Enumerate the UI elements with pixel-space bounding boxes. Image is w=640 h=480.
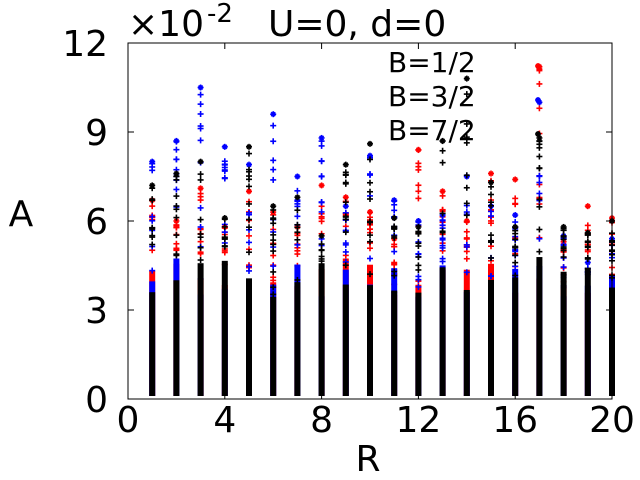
point-max-1-10 [391, 197, 398, 204]
legend-label-0: B=1/2 [388, 46, 476, 79]
x-axis-label: R [355, 439, 380, 480]
point-max-1-7 [318, 134, 325, 141]
legend-label-2: B=7/2 [388, 114, 476, 147]
legend: B=1/2 B=3/2 B=7/2 [388, 46, 541, 147]
legend-label-1: B=3/2 [388, 80, 476, 113]
legend-marker-2 [535, 131, 541, 137]
series-0 [149, 63, 615, 396]
point-max-2-2 [197, 158, 204, 165]
point-max-2-18 [584, 229, 591, 236]
x-tick-label-4: 16 [492, 400, 538, 441]
series-1 [149, 84, 615, 396]
point-column-2-7 [318, 241, 325, 396]
point-max-1-1 [173, 137, 180, 144]
point-max-1-0 [149, 158, 156, 165]
point-max-0-11 [415, 146, 422, 153]
point-max-2-12 [439, 137, 446, 144]
point-max-0-18 [584, 203, 591, 210]
point-column-2-11 [415, 228, 422, 396]
y-tick-label-0: 0 [85, 380, 108, 421]
y-multiplier-base: ×10 [128, 4, 204, 45]
point-column-2-5 [270, 206, 277, 396]
chart-title: U=0, d=0 [268, 4, 446, 45]
point-max-2-10 [391, 215, 398, 222]
point-column-2-9 [367, 156, 373, 396]
point-max-0-12 [439, 188, 446, 195]
x-tick-label-0: 0 [117, 400, 140, 441]
y-tick-label-2: 6 [85, 202, 108, 243]
point-column-2-2 [197, 171, 204, 396]
point-max-0-14 [488, 170, 494, 177]
point-max-0-13 [463, 218, 470, 224]
y-multiplier-exponent: -2 [207, 0, 233, 29]
point-max-2-5 [270, 203, 277, 210]
point-column-2-17 [560, 225, 567, 396]
data-points [149, 63, 615, 396]
point-max-2-4 [246, 143, 252, 150]
point-column-2-18 [584, 230, 591, 396]
point-column-2-14 [488, 183, 494, 396]
point-max-0-4 [246, 188, 252, 195]
point-max-2-0 [149, 182, 156, 189]
point-max-0-2 [197, 185, 204, 192]
axis-ticks: 0 4 8 12 16 20 0 3 6 9 12 [62, 24, 635, 441]
point-column-2-10 [391, 223, 398, 396]
legend-marker-0 [535, 63, 541, 69]
point-column-2-6 [294, 207, 301, 396]
point-max-1-15 [512, 212, 519, 219]
y-tick-label-4: 12 [62, 24, 108, 65]
point-max-1-11 [415, 218, 422, 224]
y-axis-label: A [9, 194, 34, 235]
point-max-0-7 [318, 182, 325, 189]
point-column-2-13 [463, 91, 470, 396]
point-max-1-3 [221, 143, 228, 150]
point-max-2-8 [342, 161, 349, 168]
point-column-2-0 [149, 185, 156, 396]
point-max-0-8 [342, 194, 349, 201]
x-tick-label-5: 20 [589, 400, 635, 441]
y-tick-label-1: 3 [85, 291, 108, 332]
x-tick-label-2: 8 [310, 400, 333, 441]
point-column-2-4 [246, 150, 252, 396]
point-column-2-1 [173, 173, 180, 396]
point-max-2-7 [318, 232, 325, 239]
point-max-0-9 [367, 209, 373, 216]
point-max-1-6 [294, 173, 301, 180]
x-tick-label-1: 4 [213, 400, 236, 441]
point-max-2-9 [367, 140, 373, 147]
point-max-2-17 [560, 223, 567, 230]
point-max-2-3 [221, 215, 228, 222]
point-max-1-2 [197, 84, 204, 91]
point-max-2-14 [488, 179, 494, 186]
point-max-2-15 [512, 223, 519, 230]
legend-marker-1 [535, 97, 541, 103]
y-tick-label-3: 9 [85, 113, 108, 154]
point-column-2-8 [342, 169, 349, 396]
point-max-2-1 [173, 170, 180, 177]
point-max-1-5 [270, 111, 277, 118]
series-2 [149, 75, 615, 396]
point-max-2-13 [463, 75, 470, 82]
point-max-2-11 [415, 223, 422, 230]
x-tick-label-3: 12 [395, 400, 441, 441]
point-max-2-6 [294, 194, 301, 201]
point-max-0-15 [512, 176, 519, 183]
